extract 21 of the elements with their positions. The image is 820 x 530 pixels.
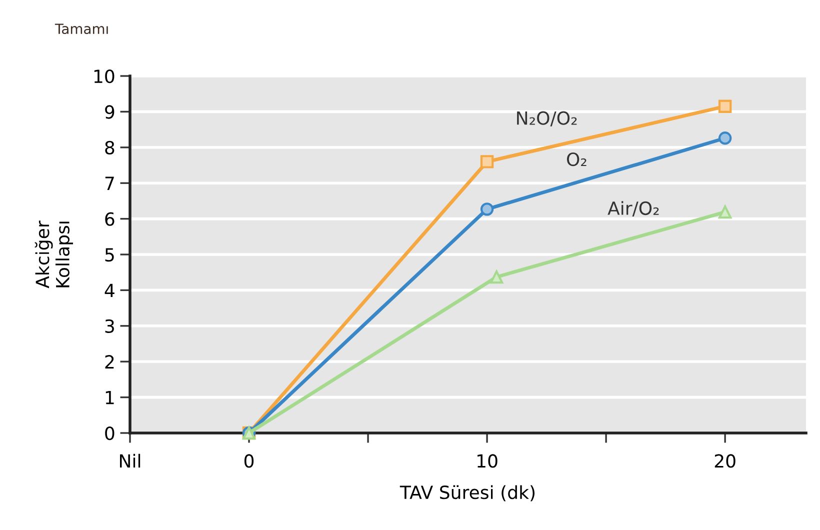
y-tick-label: 6 bbox=[105, 212, 114, 226]
y-tick-label: 8 bbox=[105, 140, 114, 155]
y-tick-label: 9 bbox=[105, 105, 114, 119]
x-axis-title: TAV Süresi (dk) bbox=[400, 485, 535, 502]
y-tick-label: 10 bbox=[94, 69, 114, 84]
series-label: N₂O/O₂ bbox=[517, 111, 577, 126]
y-tick-label: 7 bbox=[105, 176, 114, 190]
y-tick-label: 4 bbox=[104, 284, 114, 298]
y-tick-label: 2 bbox=[105, 355, 114, 368]
y-tick-label: 5 bbox=[105, 248, 114, 262]
x-tick-label: 20 bbox=[714, 454, 736, 468]
y-axis-title: Akciğer Kollapsı bbox=[34, 220, 73, 288]
x-tick-label: Nil bbox=[120, 454, 140, 468]
text: Tamamı bbox=[54, 24, 108, 34]
series-label: Air/O₂ bbox=[608, 201, 659, 216]
y-tick-label: 1 bbox=[106, 390, 114, 404]
series-label: O₂ bbox=[566, 152, 586, 166]
y-tick-label: 0 bbox=[105, 426, 114, 440]
y-tick-label: 3 bbox=[105, 319, 114, 334]
x-tick-label: 10 bbox=[478, 454, 498, 468]
x-tick-label: 0 bbox=[244, 454, 254, 468]
